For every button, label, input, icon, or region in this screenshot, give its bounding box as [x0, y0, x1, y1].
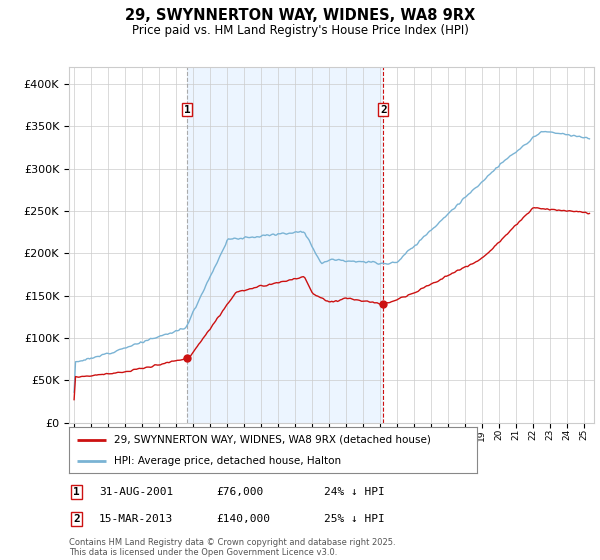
Text: 24% ↓ HPI: 24% ↓ HPI: [324, 487, 385, 497]
Text: 25% ↓ HPI: 25% ↓ HPI: [324, 514, 385, 524]
Text: 2: 2: [73, 514, 80, 524]
Text: £140,000: £140,000: [216, 514, 270, 524]
Text: 29, SWYNNERTON WAY, WIDNES, WA8 9RX (detached house): 29, SWYNNERTON WAY, WIDNES, WA8 9RX (det…: [114, 435, 431, 445]
Text: Price paid vs. HM Land Registry's House Price Index (HPI): Price paid vs. HM Land Registry's House …: [131, 24, 469, 37]
Text: 1: 1: [73, 487, 80, 497]
Bar: [187, 67, 383, 423]
Text: 29, SWYNNERTON WAY, WIDNES, WA8 9RX: 29, SWYNNERTON WAY, WIDNES, WA8 9RX: [125, 8, 475, 24]
Text: 31-AUG-2001: 31-AUG-2001: [99, 487, 173, 497]
Text: 2: 2: [380, 105, 387, 115]
Text: HPI: Average price, detached house, Halton: HPI: Average price, detached house, Halt…: [114, 456, 341, 466]
Text: Contains HM Land Registry data © Crown copyright and database right 2025.
This d: Contains HM Land Registry data © Crown c…: [69, 538, 395, 557]
Text: £76,000: £76,000: [216, 487, 263, 497]
Text: 1: 1: [184, 105, 191, 115]
Text: 15-MAR-2013: 15-MAR-2013: [99, 514, 173, 524]
